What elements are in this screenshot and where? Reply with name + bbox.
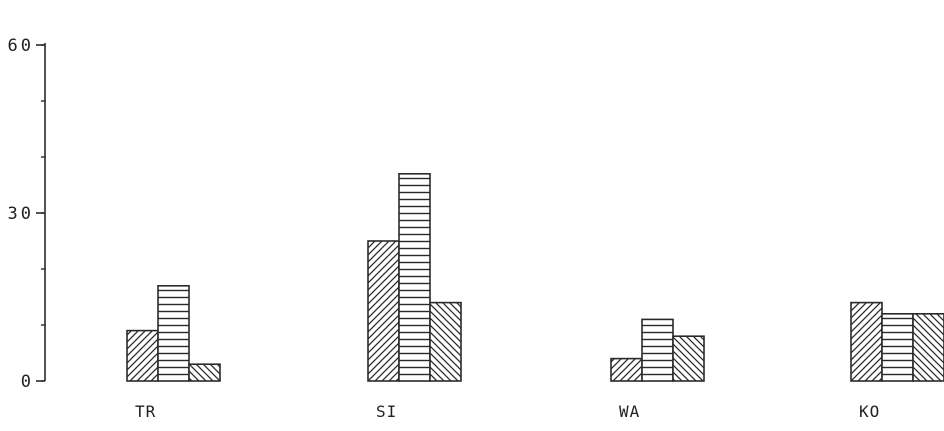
bar (850, 301, 883, 382)
bar (157, 284, 190, 382)
bar (881, 312, 914, 382)
y-axis: 0 30 60 (8, 36, 46, 392)
bar (367, 240, 400, 382)
bar (126, 329, 159, 382)
x-tick-label: TR (135, 402, 156, 421)
bar-group-wa (610, 318, 705, 382)
bar (429, 301, 462, 382)
bar (188, 363, 221, 382)
bar (912, 312, 944, 382)
y-tick-label: 30 (8, 204, 34, 224)
bar (672, 335, 705, 382)
x-tick-labels: TR SI WA KO (135, 402, 880, 421)
y-tick-label: 0 (21, 372, 34, 392)
bar-group-ko (850, 301, 944, 382)
bar (398, 173, 431, 382)
x-tick-label: SI (376, 402, 397, 421)
bar (610, 357, 643, 382)
bars (126, 173, 944, 382)
x-tick-label: WA (619, 402, 640, 421)
bar-group-si (367, 173, 462, 382)
y-tick-label: 60 (8, 36, 34, 56)
x-tick-label: KO (859, 402, 880, 421)
bar-group-tr (126, 284, 221, 382)
bar (641, 318, 674, 382)
